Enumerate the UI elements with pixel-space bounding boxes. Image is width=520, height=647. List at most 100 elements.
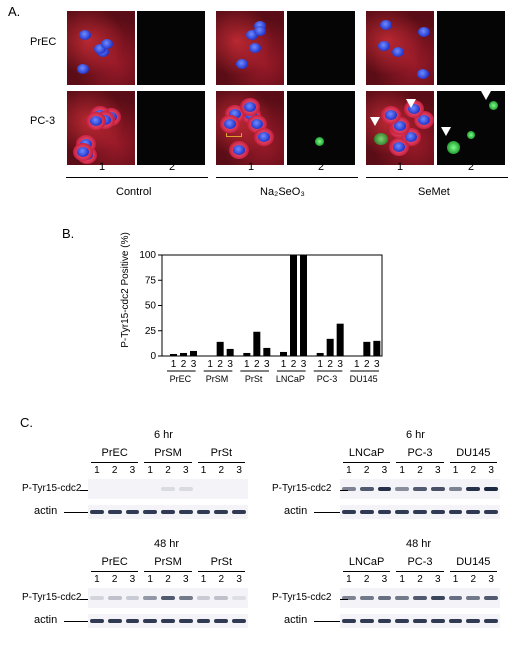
lane-number: 1 — [346, 574, 352, 585]
x-sub-tick-label: 3 — [227, 359, 233, 370]
lane-number: 1 — [452, 465, 459, 476]
actin-band — [466, 510, 481, 514]
group-line-na2seo3 — [216, 177, 358, 178]
x-group-label: DU145 — [350, 374, 378, 384]
lane-number: 3 — [129, 465, 136, 476]
nucleus — [254, 25, 267, 36]
actin-band — [413, 619, 427, 623]
protein-band — [413, 487, 427, 491]
protein-band — [359, 487, 374, 491]
panel-b-label: B. — [62, 226, 75, 241]
nucleus — [417, 69, 430, 80]
lane-number: 2 — [218, 465, 225, 476]
nucleus — [245, 29, 258, 40]
nucleus — [377, 40, 390, 51]
protein-band — [448, 487, 463, 491]
actin-label: actin — [34, 614, 58, 626]
protein-band — [178, 487, 193, 491]
micrograph-panel — [437, 11, 505, 85]
protein-band — [395, 487, 410, 491]
actin-marker — [314, 512, 340, 513]
arrowhead-icon — [370, 117, 380, 126]
lane-number: 3 — [434, 465, 441, 476]
lane-number: 2 — [111, 465, 118, 476]
col-num: 1 — [248, 161, 255, 173]
protein-band — [161, 487, 175, 491]
nucleus — [76, 147, 89, 158]
actin-label: actin — [284, 505, 308, 517]
actin-band — [214, 619, 229, 623]
row-label-pc3: PC-3 — [30, 115, 56, 127]
protein-band — [107, 596, 122, 600]
x-sub-tick-label: 2 — [291, 359, 297, 370]
nucleus — [228, 109, 241, 120]
protein-band — [377, 487, 392, 491]
green-cell — [315, 137, 324, 146]
actin-band — [430, 619, 445, 623]
lane-number: 1 — [346, 465, 352, 476]
nucleus — [89, 115, 102, 126]
cell-line-label: PrSM — [154, 556, 182, 568]
micrograph-panel — [366, 91, 434, 165]
lane-number: 2 — [363, 574, 370, 585]
x-sub-tick-label: 3 — [374, 359, 380, 370]
x-sub-tick-label: 3 — [337, 359, 343, 370]
actin-marker — [314, 621, 340, 622]
cell-line-label: PrSt — [210, 447, 233, 459]
protein-band — [342, 487, 356, 491]
cell-line-underline — [343, 571, 391, 572]
panel-a-label: A. — [8, 4, 21, 19]
bar — [290, 255, 297, 356]
green-cell — [467, 131, 475, 139]
micrograph-panel — [287, 11, 355, 85]
lane-number: 2 — [218, 574, 225, 585]
lane-number: 1 — [399, 574, 405, 585]
nucleus — [404, 131, 417, 142]
actin-band — [107, 619, 122, 623]
lane-number: 1 — [200, 465, 207, 476]
band-marker — [340, 490, 348, 491]
lane-number: 3 — [488, 574, 494, 585]
lane-number: 1 — [94, 574, 100, 585]
nucleus — [248, 43, 261, 54]
protein-band — [214, 596, 229, 600]
actin-band — [395, 510, 410, 514]
x-group-label: PrEC — [170, 374, 192, 384]
micrograph-panel — [137, 91, 205, 165]
lane-number: 1 — [94, 465, 100, 476]
bar — [170, 353, 177, 356]
actin-band — [90, 619, 104, 623]
protein-band — [413, 596, 427, 600]
bar — [336, 323, 344, 356]
x-sub-tick-label: 2 — [181, 359, 187, 370]
cell-line-label: PrSt — [210, 556, 233, 568]
cell-line-underline — [144, 571, 192, 572]
protein-band — [395, 596, 410, 600]
bar — [263, 347, 271, 356]
lane-number: 2 — [417, 574, 423, 585]
bar — [253, 331, 261, 356]
actin-band — [342, 510, 356, 514]
nucleus — [233, 144, 246, 155]
cell-line-label: PC-3 — [407, 556, 433, 568]
cell-line-label: LNCaP — [348, 556, 385, 568]
lane-number: 3 — [488, 465, 494, 476]
blot-time-label: 6 hr — [154, 429, 173, 441]
nucleus — [393, 120, 406, 131]
nucleus — [78, 30, 91, 41]
actin-band — [143, 510, 158, 514]
band-label: P-Tyr15-cdc2 — [22, 592, 82, 603]
actin-band — [395, 619, 410, 623]
group-label-semet: SeMet — [418, 186, 450, 198]
bar — [190, 350, 197, 356]
blot-strip — [88, 479, 248, 499]
group-label-control: Control — [116, 186, 152, 198]
y-tick-label: 25 — [145, 326, 157, 337]
x-group-label: PrSM — [206, 374, 229, 384]
protein-band — [484, 487, 498, 491]
bar — [216, 341, 224, 356]
col-num: 1 — [99, 161, 106, 173]
nucleus — [417, 27, 430, 38]
cell-line-underline — [343, 462, 391, 463]
protein-band — [430, 596, 445, 600]
